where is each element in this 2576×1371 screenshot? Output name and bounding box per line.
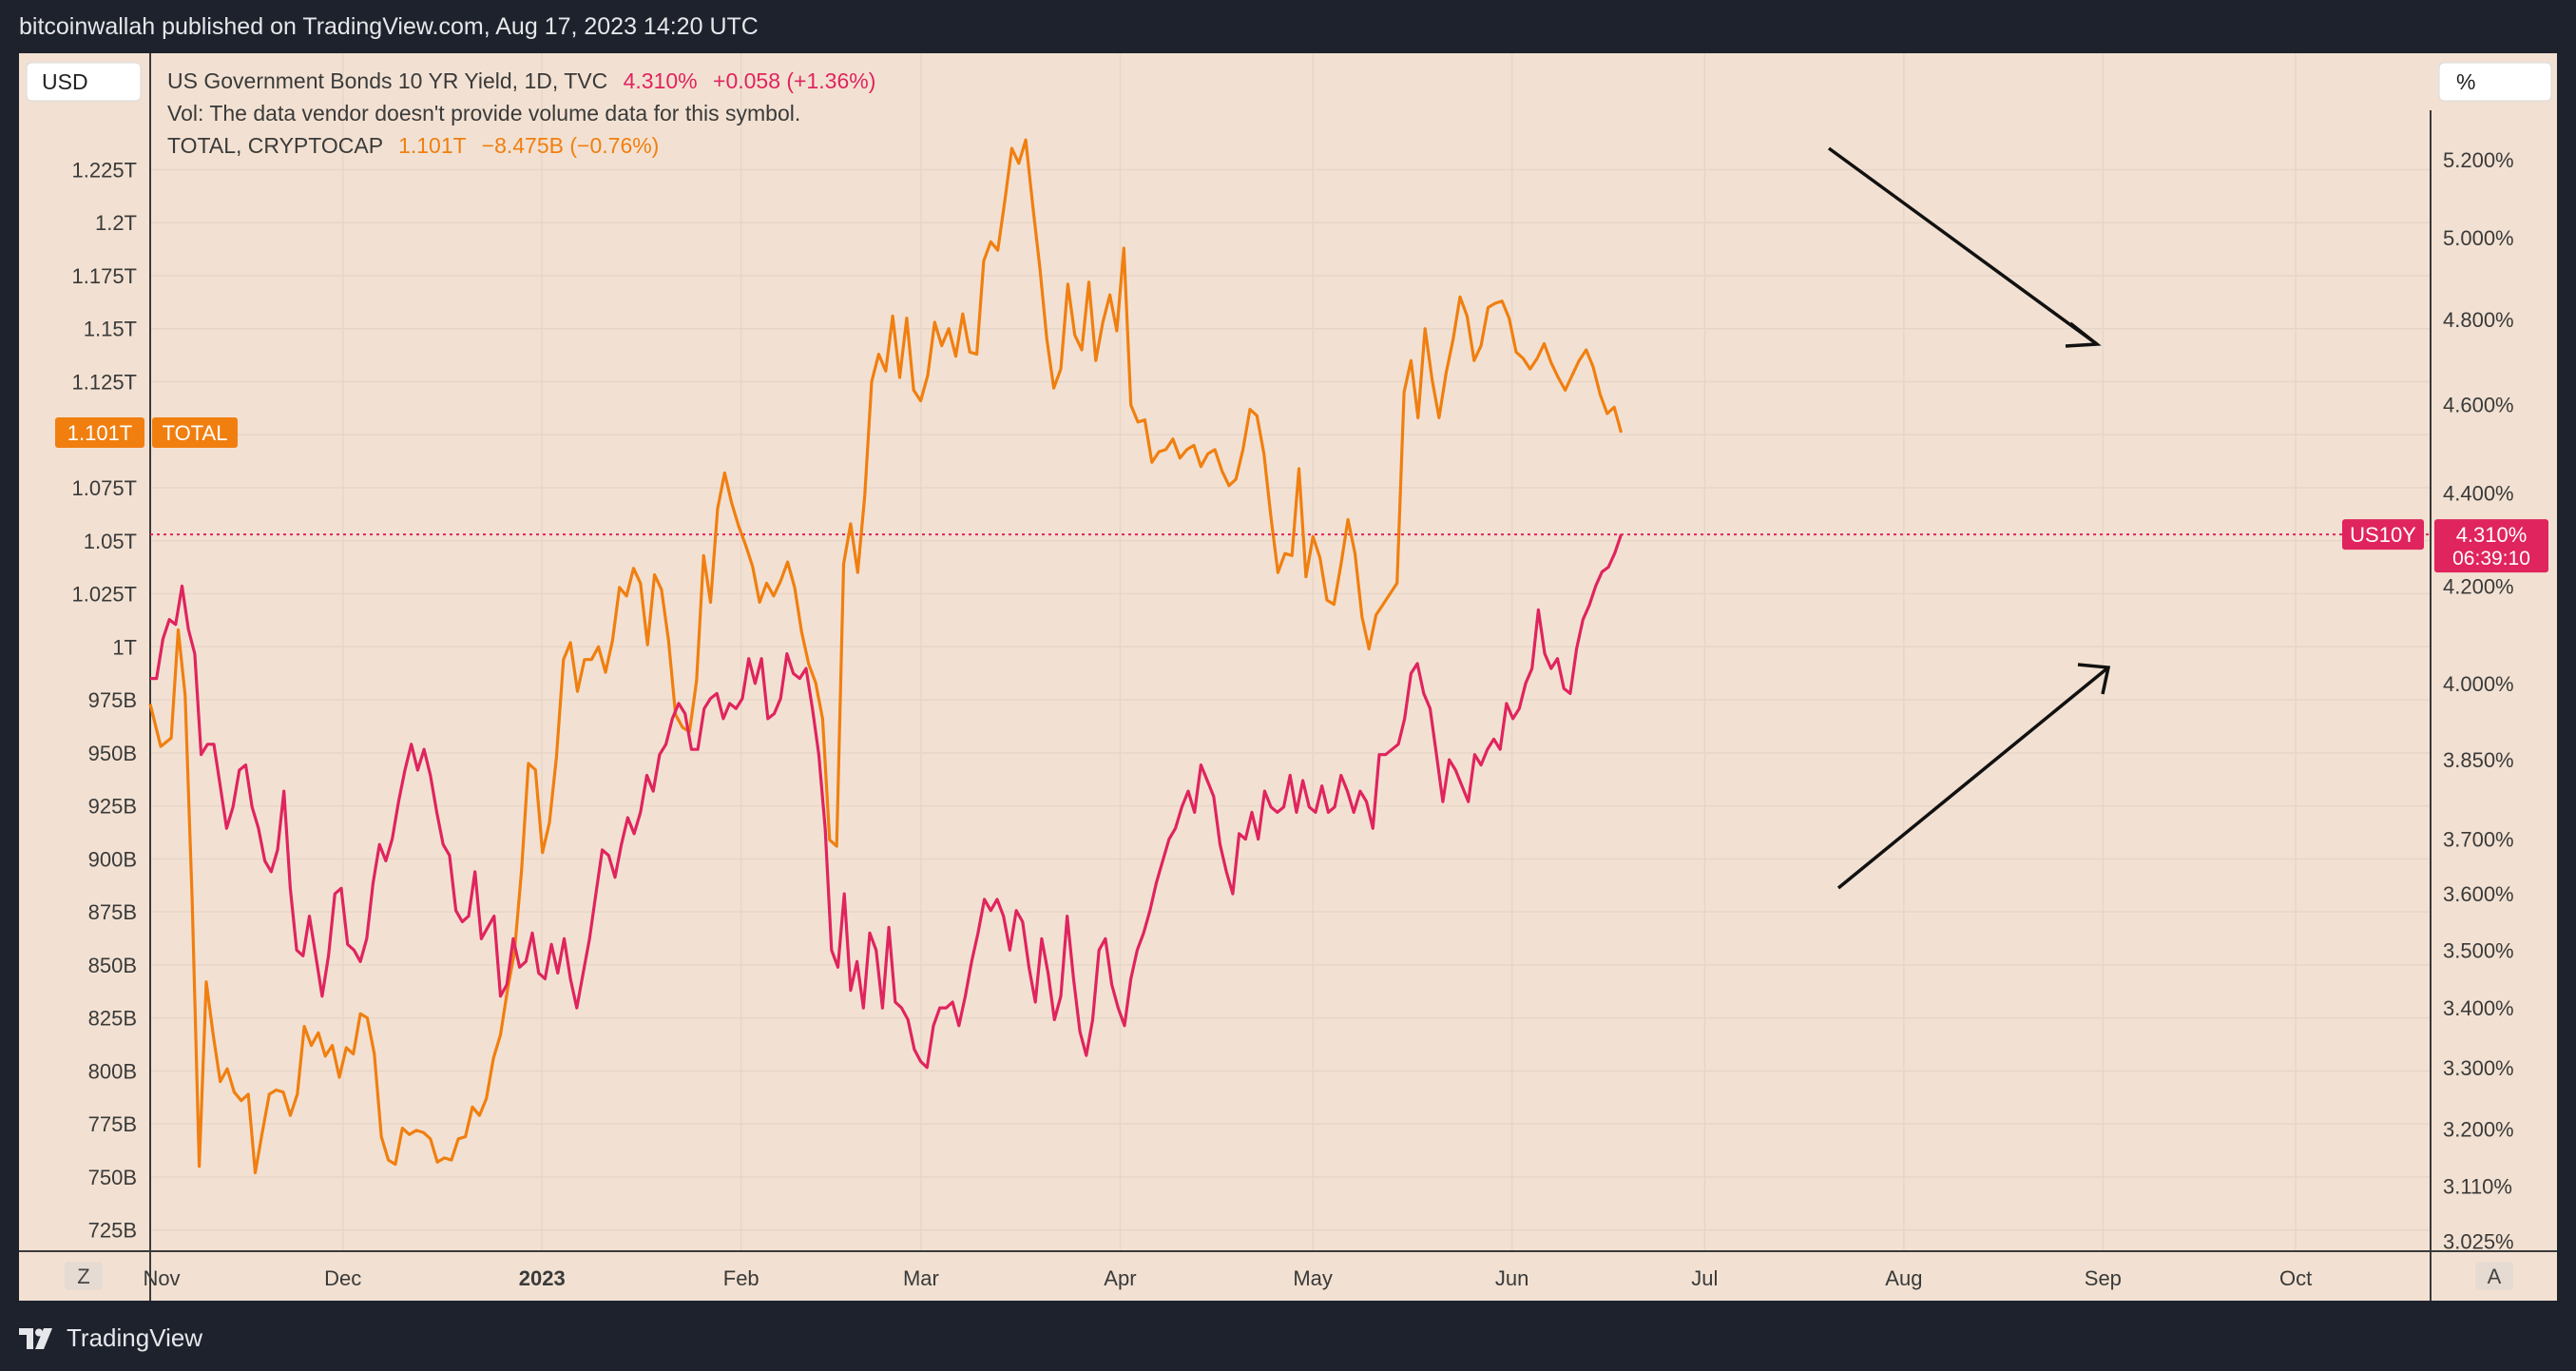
x-tick-label: Jul (1691, 1266, 1718, 1290)
left-tick-label: 975B (88, 688, 137, 712)
x-tick-label: Mar (903, 1266, 939, 1290)
tradingview-brand[interactable]: TradingView (19, 1323, 202, 1353)
left-tick-label: 1.05T (84, 530, 137, 553)
right-tick-label: 4.800% (2443, 308, 2514, 332)
right-tick-label: 4.400% (2443, 482, 2514, 506)
legend-total-row[interactable]: TOTAL, CRYPTOCAP 1.101T −8.475B (−0.76%) (167, 133, 659, 158)
legend-us10y-title: US Government Bonds 10 YR Yield, 1D, TVC (167, 68, 607, 93)
total-series-line[interactable] (148, 138, 1624, 1175)
arrow-down-shaft (1827, 146, 2099, 346)
right-tick-label: 3.850% (2443, 748, 2514, 772)
left-tick-label: 875B (88, 900, 137, 924)
left-tick-label: 925B (88, 795, 137, 819)
left-tick-label: 1.075T (72, 476, 138, 500)
left-tick-label: 1.025T (72, 583, 138, 607)
legend-total-title: TOTAL, CRYPTOCAP (167, 133, 383, 158)
us10y-series-line[interactable] (150, 533, 1624, 1070)
left-tick-label: 1.225T (72, 158, 138, 182)
left-tick-label: 1.15T (84, 318, 137, 341)
x-tick-label: May (1293, 1266, 1333, 1290)
right-tick-label: 3.700% (2443, 828, 2514, 852)
right-tick-label: 3.400% (2443, 996, 2514, 1020)
percent-button-label[interactable]: % (2456, 69, 2475, 94)
vertical-grid (341, 53, 2297, 1251)
x-tick-label: Jun (1495, 1266, 1528, 1290)
publisher-header: bitcoinwallah published on TradingView.c… (0, 0, 2576, 53)
total-name-badge (152, 417, 238, 449)
left-tick-label: 900B (88, 847, 137, 871)
left-tick-label: 750B (88, 1166, 137, 1189)
left-tick-label: 775B (88, 1112, 137, 1136)
total-current-tag: 1.101T TOTAL (55, 417, 238, 449)
us10y-current-tag: US10Y 4.310% 06:39:10 (2342, 519, 2548, 573)
currency-button[interactable] (26, 62, 142, 102)
left-tick-label: 725B (88, 1219, 137, 1243)
legend-us10y-value: 4.310% (624, 68, 698, 93)
currency-button-label[interactable]: USD (42, 69, 88, 94)
total-name-label: TOTAL (163, 421, 228, 445)
total-value-label: 1.101T (67, 421, 133, 445)
legend-volume-note: Vol: The data vendor doesn't provide vol… (167, 101, 800, 126)
right-tick-label: 3.110% (2443, 1174, 2512, 1198)
total-value-badge (55, 417, 144, 449)
chart-background (19, 53, 2557, 1301)
x-tick-label: Nov (143, 1266, 180, 1290)
left-tick-label: 950B (88, 742, 137, 765)
trend-arrow-down[interactable] (1827, 146, 2102, 348)
left-tick-label: 1.2T (95, 211, 137, 235)
left-tick-label: 800B (88, 1059, 137, 1083)
legend-total-change: −8.475B (−0.76%) (482, 133, 660, 158)
legend-us10y-row[interactable]: US Government Bonds 10 YR Yield, 1D, TVC… (167, 68, 875, 93)
left-tick-label: 1.175T (72, 264, 138, 288)
legend-total-value: 1.101T (398, 133, 467, 158)
left-tick-label: 825B (88, 1007, 137, 1031)
x-tick-label: Apr (1104, 1266, 1136, 1290)
right-tick-label: 5.000% (2443, 226, 2514, 250)
right-tick-label: 4.600% (2443, 393, 2514, 416)
publisher-line: bitcoinwallah published on TradingView.c… (19, 13, 759, 40)
right-tick-label: 4.000% (2443, 672, 2514, 696)
zoom-button[interactable] (65, 1262, 103, 1290)
x-tick-label: Aug (1885, 1266, 1922, 1290)
auto-scale-button[interactable] (2475, 1262, 2513, 1290)
right-tick-label: 5.200% (2443, 148, 2514, 172)
right-axis-ticks: 3.025% 3.110% 3.200% 3.300% 3.400% 3.500% 3.60… (2443, 148, 2514, 1254)
zoom-button-label[interactable]: Z (77, 1265, 89, 1288)
left-tick-label: 1T (112, 635, 137, 659)
us10y-value-label: 4.310% (2456, 523, 2528, 547)
footer: TradingView (0, 1304, 2576, 1371)
legend-us10y-change: +0.058 (+1.36%) (713, 68, 875, 93)
us10y-name-badge (2342, 519, 2424, 550)
x-tick-label: Feb (723, 1266, 759, 1290)
x-tick-label: Dec (324, 1266, 361, 1290)
right-tick-label: 3.600% (2443, 882, 2514, 906)
trend-arrow-up[interactable] (1836, 663, 2111, 890)
horizontal-grid (150, 168, 2431, 1231)
arrow-up-shaft (1836, 666, 2110, 890)
tradingview-logo-icon (19, 1327, 52, 1349)
right-tick-label: 3.200% (2443, 1117, 2514, 1141)
us10y-name-label: US10Y (2350, 523, 2416, 547)
left-tick-label: 1.125T (72, 371, 138, 395)
right-tick-label: 3.300% (2443, 1056, 2514, 1080)
arrow-down-head (2065, 321, 2102, 348)
time-axis-ticks: Nov Dec 2023 Feb Mar Apr May Jun Jul Aug Sep Oct (143, 1266, 2312, 1290)
x-tick-label: 2023 (519, 1266, 566, 1290)
arrow-up-head (2077, 663, 2111, 695)
right-tick-label: 4.200% (2443, 574, 2514, 598)
us10y-countdown: 06:39:10 (2452, 548, 2530, 570)
auto-scale-button-label[interactable]: A (2488, 1265, 2502, 1288)
percent-button[interactable] (2438, 62, 2552, 102)
x-tick-label: Sep (2085, 1266, 2122, 1290)
x-tick-label: Oct (2279, 1266, 2312, 1290)
right-tick-label: 3.025% (2443, 1230, 2514, 1254)
left-tick-label: 850B (88, 954, 137, 977)
tradingview-wordmark: TradingView (67, 1323, 203, 1352)
right-tick-label: 3.500% (2443, 938, 2514, 962)
us10y-value-badge (2434, 519, 2548, 573)
